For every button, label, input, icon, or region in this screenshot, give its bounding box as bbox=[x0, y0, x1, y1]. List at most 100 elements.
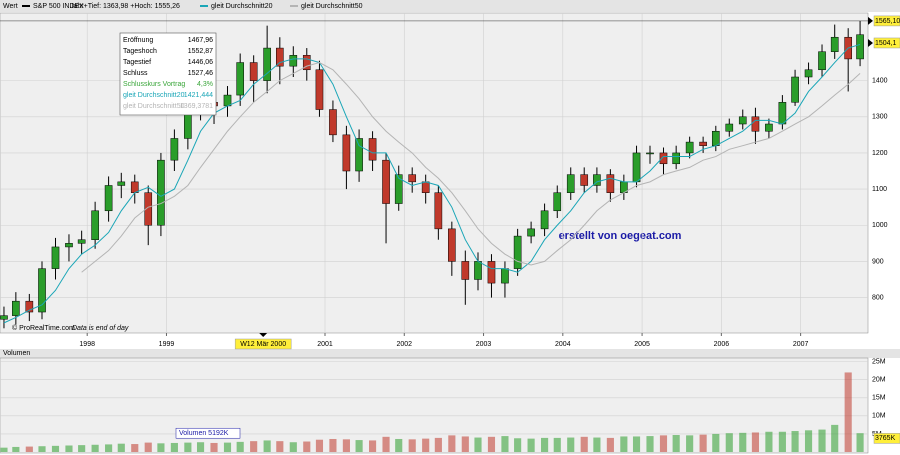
volume-area bbox=[0, 357, 869, 454]
volume-bar bbox=[487, 436, 496, 452]
volume-cursor-label: Volumen 5192K bbox=[179, 430, 229, 437]
candle-body bbox=[130, 181, 139, 193]
price-tag-box bbox=[873, 37, 900, 49]
y-tick-label: 1100 bbox=[872, 186, 887, 193]
candle-body bbox=[302, 55, 311, 71]
info-value: 1467,96 bbox=[188, 37, 213, 44]
x-tick-label: 1998 bbox=[79, 341, 95, 348]
candle-body bbox=[699, 141, 707, 146]
volume-tag-label: 3765K bbox=[875, 435, 896, 442]
price-tag-arrow bbox=[868, 16, 873, 25]
candle-body bbox=[632, 152, 641, 183]
info-box bbox=[119, 32, 217, 116]
volume-bar bbox=[686, 435, 694, 452]
volume-bar bbox=[382, 436, 390, 452]
info-label: Eröffnung bbox=[123, 37, 153, 44]
candle-body bbox=[263, 47, 271, 81]
x-marker-label: W12 Mär 2000 bbox=[240, 341, 286, 348]
x-marker-arrow bbox=[259, 333, 268, 337]
volume-bar bbox=[422, 438, 430, 452]
candle-body bbox=[461, 261, 470, 280]
info-value: 1369,3781 bbox=[180, 103, 213, 110]
volume-bar bbox=[831, 424, 839, 452]
volume-bar bbox=[0, 447, 8, 452]
candle-body bbox=[553, 192, 562, 212]
volume-bar bbox=[725, 433, 733, 452]
legend-label: gleit Durchschnitt50 bbox=[301, 3, 363, 10]
volume-bar bbox=[620, 436, 628, 452]
candle-body bbox=[725, 123, 734, 132]
volume-bar bbox=[355, 440, 363, 452]
candle-body bbox=[355, 138, 363, 172]
candle-body bbox=[25, 300, 34, 313]
volume-bar bbox=[778, 431, 786, 452]
y-tick-label: 1300 bbox=[872, 114, 888, 121]
candle-body bbox=[223, 94, 232, 107]
volume-bar bbox=[501, 436, 509, 452]
volume-bar bbox=[567, 437, 575, 452]
info-label: Schluss bbox=[123, 70, 148, 77]
volume-bar bbox=[646, 436, 654, 452]
info-value: 1446,06 bbox=[188, 59, 213, 66]
info-label: Schlusskurs Vortrag bbox=[123, 81, 185, 88]
volume-bar bbox=[65, 445, 73, 452]
volume-bar bbox=[329, 438, 337, 452]
candle-body bbox=[342, 134, 351, 172]
y-tick-label: 25M bbox=[872, 358, 886, 365]
info-value: 1552,87 bbox=[188, 48, 213, 55]
candle-body bbox=[659, 152, 668, 165]
candle-body bbox=[38, 268, 46, 313]
info-label: Tagestief bbox=[123, 59, 151, 66]
candle-body bbox=[738, 116, 747, 125]
price-tag-label: 1504,1 bbox=[875, 40, 897, 47]
candle-body bbox=[249, 62, 258, 81]
volume-bar bbox=[434, 437, 442, 452]
candle-body bbox=[104, 185, 113, 212]
volume-bar bbox=[25, 446, 33, 452]
candle-body bbox=[778, 102, 787, 125]
y-tick-label: 800 bbox=[872, 294, 884, 301]
x-tick-label: 2004 bbox=[555, 341, 571, 348]
volume-bar bbox=[739, 432, 747, 452]
candle-body bbox=[315, 69, 324, 110]
volume-title: Volumen bbox=[3, 350, 30, 357]
volume-header bbox=[0, 349, 900, 358]
header-label: Wert bbox=[3, 3, 18, 10]
candle-body bbox=[580, 174, 589, 186]
candle-body bbox=[170, 138, 179, 161]
candle-body bbox=[751, 116, 760, 132]
volume-bar bbox=[448, 435, 456, 452]
y-tick-label: 1200 bbox=[872, 150, 888, 157]
candle-body bbox=[382, 159, 390, 204]
volume-bar bbox=[856, 433, 864, 452]
candle-body bbox=[804, 69, 813, 78]
candle-body bbox=[540, 210, 549, 230]
volume-bar bbox=[51, 445, 60, 452]
candle-body bbox=[289, 55, 298, 67]
candle-body bbox=[474, 261, 482, 280]
y-tick-label: 900 bbox=[872, 258, 884, 265]
candle-body bbox=[685, 141, 694, 154]
candle-body bbox=[566, 174, 575, 193]
range-note: Jahr+Tief: 1363,98 +Hoch: 1555,26 bbox=[70, 3, 180, 10]
candle-body bbox=[117, 181, 126, 186]
volume-bar bbox=[699, 434, 707, 452]
volume-bar bbox=[315, 439, 324, 452]
candle-body bbox=[818, 51, 826, 71]
volume-bar bbox=[342, 439, 350, 452]
volume-bar bbox=[144, 442, 152, 452]
info-label: Tageshoch bbox=[123, 48, 157, 55]
candle-body bbox=[77, 239, 86, 244]
x-tick-label: 2003 bbox=[476, 341, 492, 348]
volume-bar bbox=[672, 435, 680, 452]
volume-bar bbox=[236, 441, 244, 452]
volume-bar bbox=[263, 440, 271, 452]
candle-body bbox=[12, 300, 20, 316]
candle-body bbox=[408, 174, 417, 183]
candle-body bbox=[513, 235, 522, 269]
legend-label: gleit Durchschnitt20 bbox=[211, 3, 273, 10]
x-tick-label: 2002 bbox=[396, 341, 412, 348]
ma-line bbox=[3, 43, 861, 324]
volume-bar bbox=[844, 372, 852, 452]
